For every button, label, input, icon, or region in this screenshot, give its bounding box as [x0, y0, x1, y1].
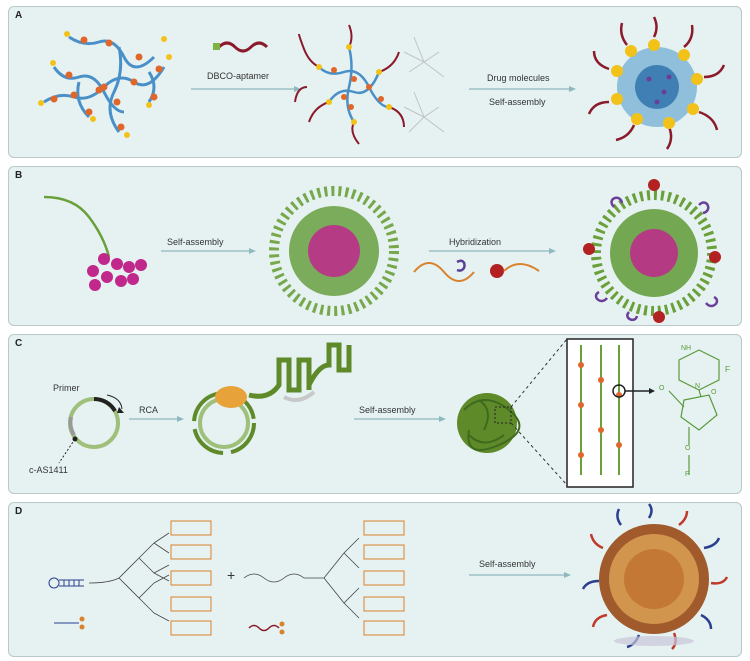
5fu-nucleotide	[668, 349, 720, 475]
primer-label: Primer	[53, 383, 80, 393]
aptamer-hairpin	[48, 577, 84, 589]
dna-nanoflower	[457, 393, 521, 453]
panel-a: A	[8, 6, 742, 158]
micelle	[269, 186, 399, 316]
aptamer-nanoparticle	[587, 16, 726, 150]
azide-ends	[38, 31, 172, 138]
panel-b-label: B	[15, 170, 23, 181]
panel-c-illustration	[58, 338, 720, 488]
drug-molecules-label: Drug molecules	[487, 73, 550, 83]
oxygen-atom-3: O	[685, 445, 691, 452]
dbco-group-icon	[213, 43, 220, 50]
hairpin-icon	[456, 259, 466, 272]
faded-conjugates	[403, 36, 445, 133]
c-as1411-label: c-AS1411	[29, 465, 68, 475]
aptamer-conjugate	[294, 24, 405, 145]
self-assembly-label-c: Self-assembly	[359, 405, 416, 415]
panel-c-label: C	[15, 338, 23, 349]
panel-d: D	[8, 502, 742, 657]
dna-strand-icon	[413, 262, 475, 282]
dbco-aptamer-label: DBCO-aptamer	[207, 71, 270, 81]
dox-molecules-b	[363, 520, 405, 636]
fluorine-atom: F	[725, 365, 730, 374]
oxygen-atom-2: O	[711, 389, 717, 396]
nitrogen-atom: N	[695, 383, 701, 390]
phosphorus-atom: P	[685, 471, 690, 478]
hybridized-micelle	[583, 179, 721, 323]
circular-template	[58, 394, 124, 464]
panel-c: C	[8, 334, 742, 494]
peg-chain-icon	[248, 624, 280, 632]
panel-b-illustration	[43, 179, 721, 323]
peg-linker	[243, 537, 360, 619]
dbco-aptamer-icon	[217, 41, 269, 53]
co-assembled-nanoparticle	[581, 503, 729, 650]
hybridization-label: Hybridization	[449, 237, 502, 247]
hydrophobic-beads	[87, 253, 147, 291]
self-assembly-label-d: Self-assembly	[479, 559, 536, 569]
self-assembly-label-a: Self-assembly	[489, 97, 546, 107]
zoom-inset	[566, 338, 634, 488]
plus-sign: +	[227, 567, 236, 583]
dendron-a	[88, 532, 170, 622]
self-assembly-label-b: Self-assembly	[167, 237, 224, 247]
dox-molecules-a	[170, 520, 212, 636]
panel-d-illustration	[48, 503, 729, 650]
panel-a-illustration	[38, 16, 726, 150]
nanoparticle-icon	[490, 264, 504, 278]
polymerase-icon	[215, 386, 247, 408]
panel-b: B Self-assembly	[8, 166, 742, 326]
panel-a-label: A	[15, 10, 23, 21]
rca-label: RCA	[139, 405, 159, 415]
panel-d-label: D	[15, 506, 23, 517]
rca-product	[192, 342, 352, 455]
amphiphile-chain	[43, 195, 111, 258]
polymer-nodes	[50, 36, 163, 131]
nh-group: NH	[681, 345, 692, 352]
oxygen-atom-1: O	[659, 385, 665, 392]
